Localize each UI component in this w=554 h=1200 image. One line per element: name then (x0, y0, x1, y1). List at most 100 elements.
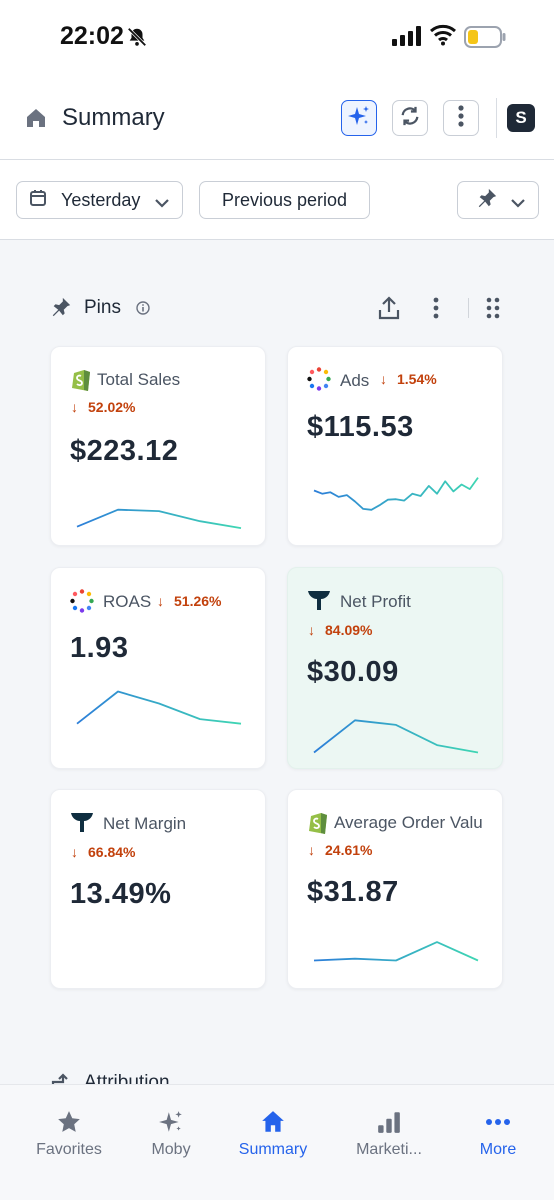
date-range-dropdown[interactable]: Yesterday (16, 181, 183, 219)
metric-label: Net Margin (103, 814, 187, 833)
refresh-button[interactable] (392, 100, 428, 136)
sparkline (76, 508, 242, 529)
metric-change-value: 1.54% (397, 371, 437, 387)
sparkline-path (313, 719, 479, 754)
arrow-down-icon: ↓ (71, 399, 78, 415)
metric-label: Ads (340, 371, 370, 390)
sparkle-icon (158, 1109, 184, 1140)
metric-change-value: 51.26% (174, 593, 222, 609)
status-time: 22:02 (60, 22, 124, 50)
arrow-down-icon: ↓ (380, 371, 387, 387)
arrow-down-icon: ↓ (71, 844, 78, 860)
arrow-down-icon: ↓ (308, 622, 315, 638)
sparkline (313, 719, 479, 754)
metric-value: $223.12 (70, 435, 179, 467)
cell-signal-icon (392, 26, 422, 51)
wifi-icon (430, 24, 456, 51)
shopify-icon (70, 367, 92, 396)
home-icon[interactable] (24, 106, 48, 135)
metric-card-net-margin[interactable]: Net Margin ↓ 66.84% 13.49% (50, 789, 266, 989)
metric-change-value: 24.61% (325, 842, 373, 858)
metric-card-ads[interactable]: Ads ↓ 1.54% $115.53 (287, 346, 503, 546)
metric-change: ↓ 1.54% (380, 371, 437, 387)
ads-icon (70, 589, 94, 618)
metric-label: Net Profit (340, 592, 411, 611)
star-icon (56, 1109, 82, 1140)
tab-label: Favorites (36, 1141, 102, 1158)
home-icon (260, 1109, 286, 1140)
metric-card-average-order-value[interactable]: Average Order Valu ↓ 24.61% $31.87 (287, 789, 503, 989)
shop-avatar[interactable]: S (507, 104, 535, 132)
sparkline (313, 477, 479, 511)
calendar-icon (29, 189, 47, 212)
metric-card-net-profit[interactable]: Net Profit ↓ 84.09% $30.09 (287, 567, 503, 769)
status-bar: 22:02 (0, 0, 554, 76)
metric-label: ROAS (103, 592, 152, 611)
tab-label: Moby (151, 1141, 191, 1158)
metric-value: $31.87 (307, 876, 399, 908)
metric-value: $115.53 (307, 411, 414, 443)
triple-whale-icon (307, 589, 331, 616)
ads-icon (307, 367, 331, 396)
bottom-tab-bar: Favorites Moby Summary Marketi... More (0, 1084, 554, 1200)
header-divider (496, 98, 497, 138)
metric-change: ↓ 52.02% (71, 399, 135, 415)
page-title: Summary (62, 104, 165, 131)
tab-label: Summary (238, 1141, 308, 1158)
metric-card-roas[interactable]: ROAS ↓ 51.26% 1.93 (50, 567, 266, 769)
metric-change: ↓ 24.61% (308, 842, 372, 858)
info-icon[interactable] (136, 301, 150, 320)
metric-label: Total Sales (97, 370, 181, 389)
bar-chart-icon (376, 1109, 402, 1140)
more-dots-icon (485, 1109, 511, 1140)
metric-change: ↓ 51.26% (157, 593, 221, 609)
tab-summary[interactable]: Summary (218, 1085, 328, 1175)
tab-label: More (479, 1141, 517, 1158)
vertical-dots-icon (457, 104, 465, 132)
tab-moby[interactable]: Moby (116, 1085, 226, 1175)
metric-change-value: 52.02% (88, 399, 136, 415)
metric-value: 13.49% (70, 878, 172, 910)
pins-title: Pins (84, 297, 121, 318)
sparkline (313, 941, 479, 962)
sparkline-path (313, 477, 479, 511)
metric-label: Average Order Valu (334, 813, 483, 832)
chevron-down-icon (510, 193, 526, 214)
chevron-down-icon (154, 193, 170, 214)
moby-ai-button[interactable] (341, 100, 377, 136)
metric-card-total-sales[interactable]: Total Sales ↓ 52.02% $223.12 (50, 346, 266, 546)
metric-value: $30.09 (307, 656, 399, 688)
app-header: Summary S (0, 76, 554, 160)
more-options-button[interactable] (443, 100, 479, 136)
pins-divider (468, 298, 469, 318)
tab-marketing[interactable]: Marketi... (334, 1085, 444, 1175)
compare-period-label: Previous period (221, 189, 348, 210)
vertical-dots-icon[interactable] (432, 297, 440, 324)
battery-low-icon (464, 26, 506, 53)
sync-icon (399, 105, 421, 132)
metric-change-value: 84.09% (325, 622, 373, 638)
pin-icon (50, 296, 72, 323)
sparkline-path (76, 690, 242, 725)
bell-muted-icon (126, 26, 148, 53)
metric-change: ↓ 66.84% (71, 844, 135, 860)
tab-label: Marketi... (356, 1141, 422, 1158)
pin-icon (476, 187, 498, 214)
drag-handle-icon[interactable] (485, 297, 501, 324)
tab-favorites[interactable]: Favorites (14, 1085, 124, 1175)
date-range-label: Yesterday (61, 189, 141, 210)
sparkline (76, 690, 242, 725)
tab-more[interactable]: More (443, 1085, 553, 1175)
arrow-down-icon: ↓ (308, 842, 315, 858)
sparkline-path (313, 941, 479, 962)
compare-period-button[interactable]: Previous period (199, 181, 370, 219)
pins-section-header: Pins (0, 290, 554, 326)
metric-change: ↓ 84.09% (308, 622, 372, 638)
metric-change-value: 66.84% (88, 844, 136, 860)
pin-dropdown[interactable] (457, 181, 539, 219)
filter-bar: Yesterday Previous period (0, 160, 554, 240)
metric-value: 1.93 (70, 632, 129, 664)
shopify-icon (307, 810, 329, 839)
sparkline-path (76, 508, 242, 529)
export-icon[interactable] (378, 296, 400, 325)
